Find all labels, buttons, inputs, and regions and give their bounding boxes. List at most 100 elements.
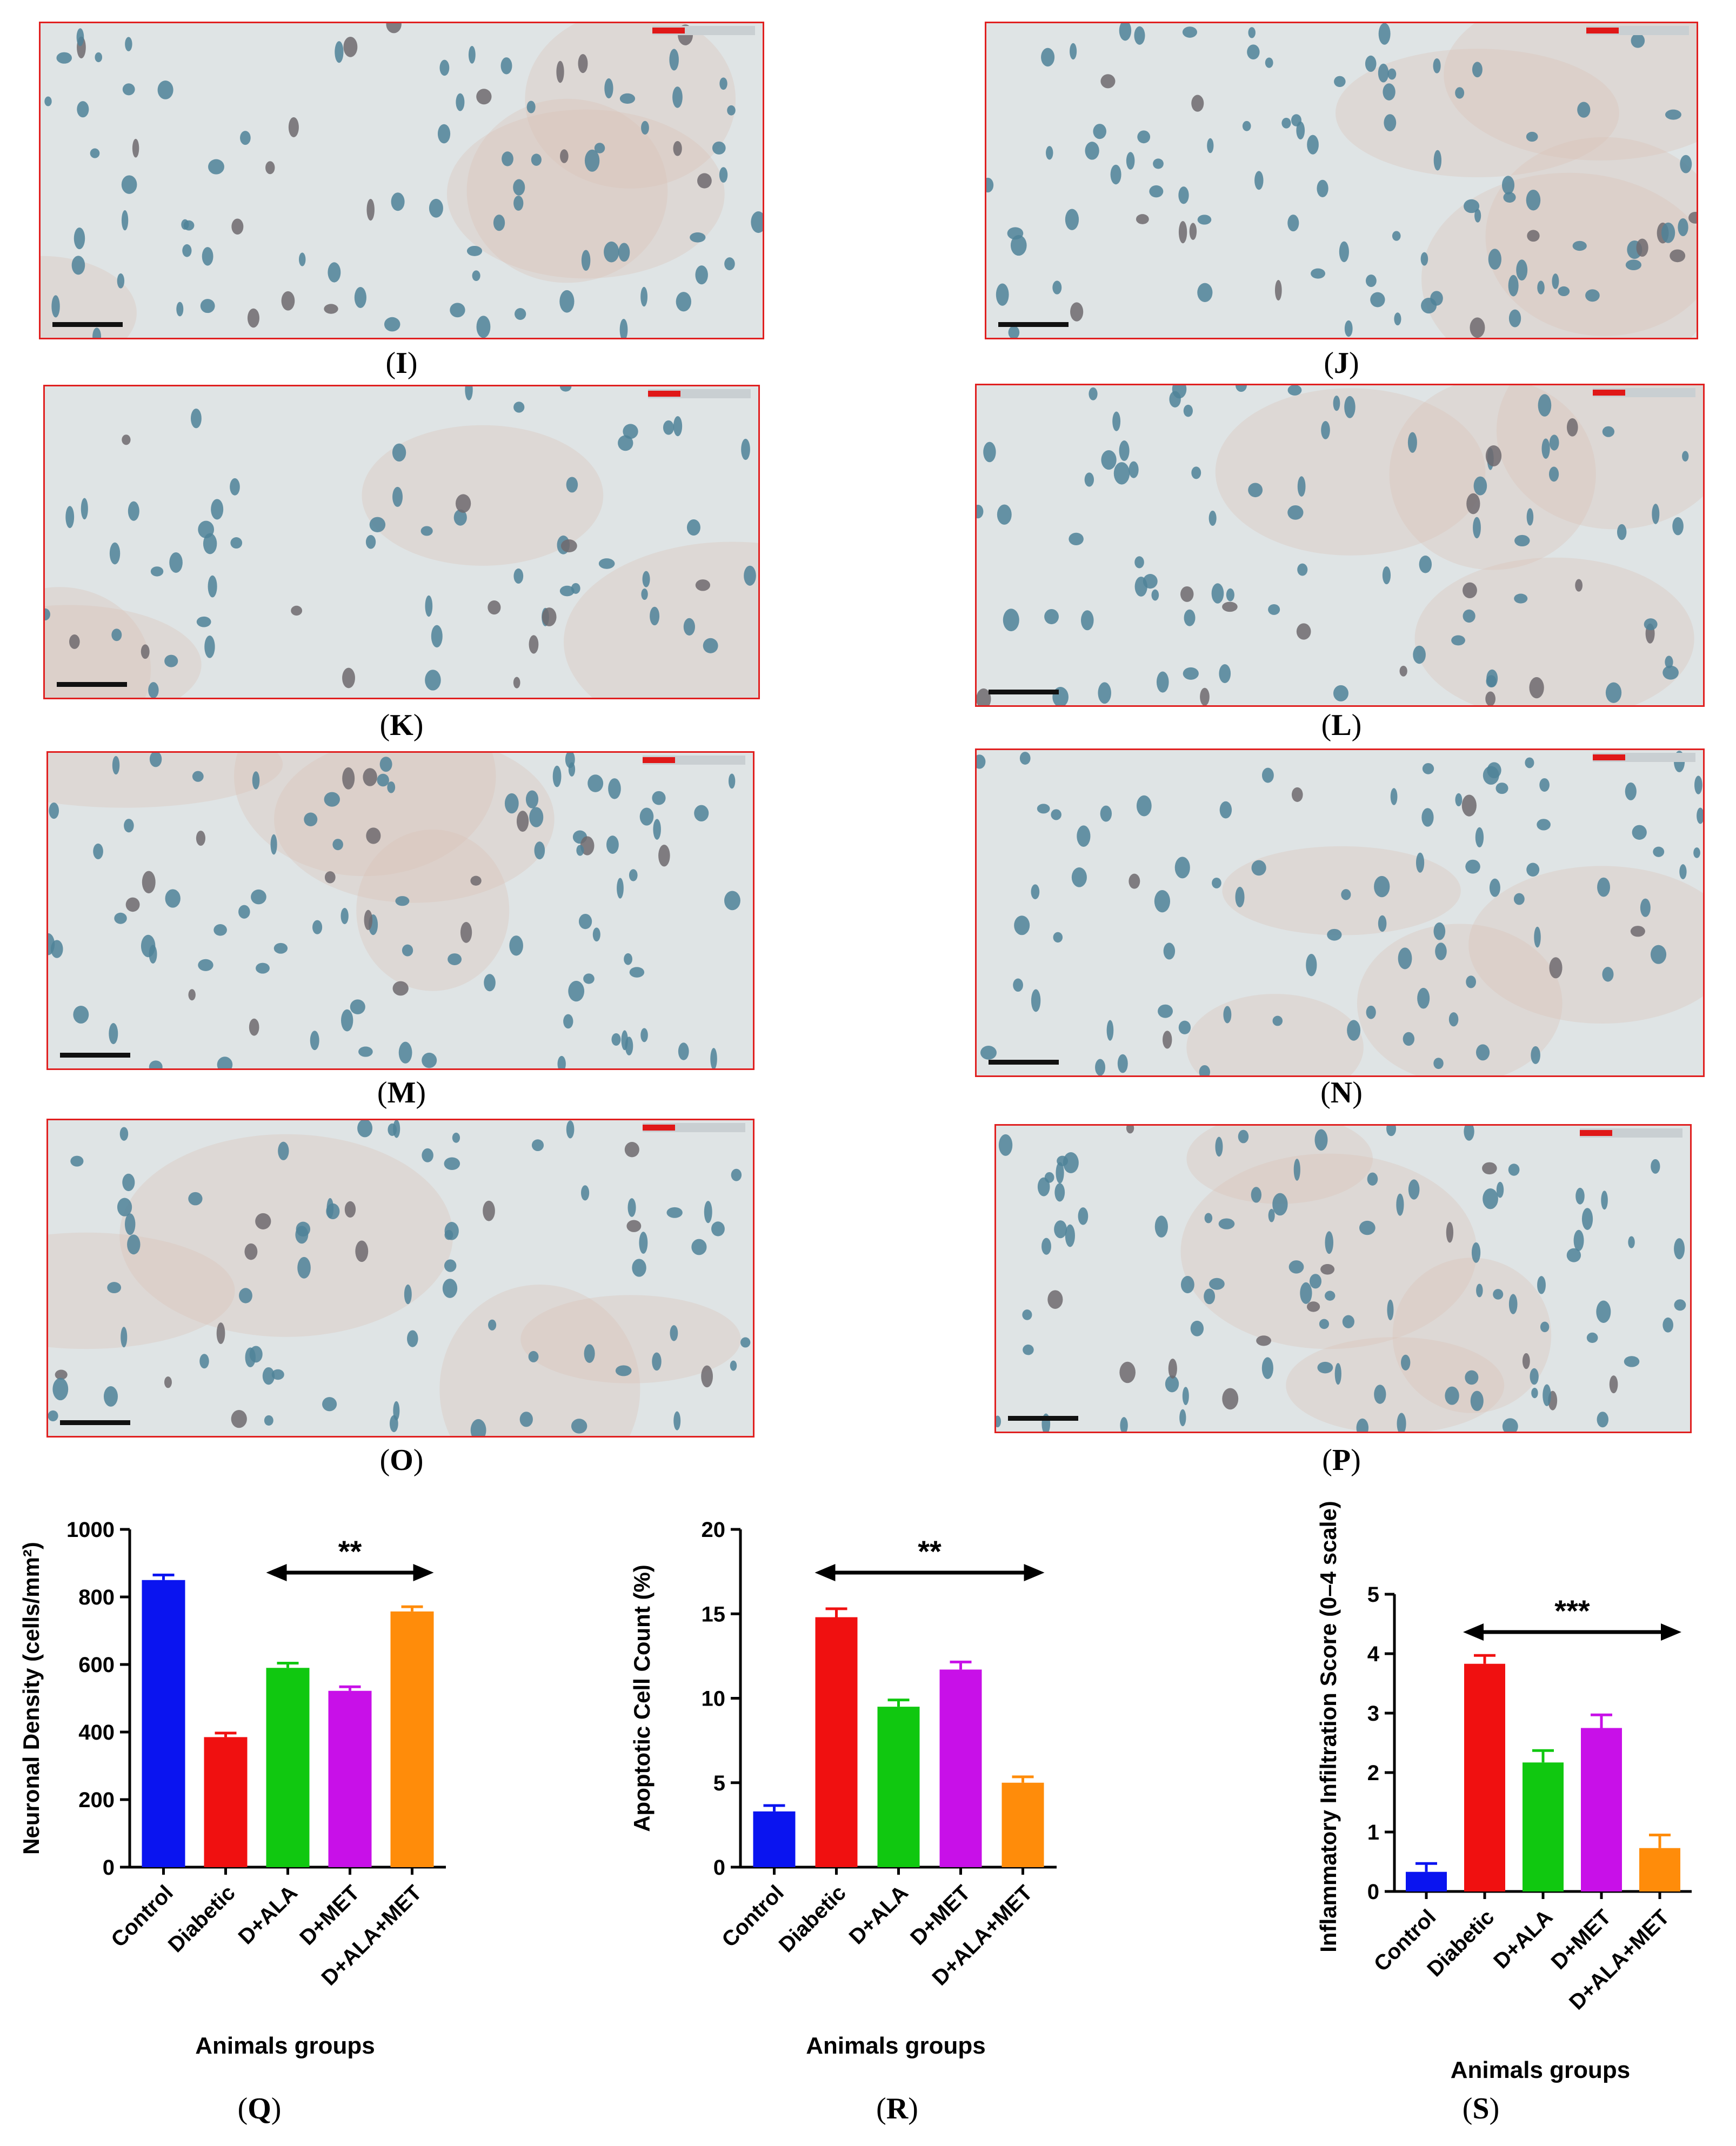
nucleus xyxy=(1297,563,1308,576)
nucleus xyxy=(1019,752,1031,765)
nucleus xyxy=(142,871,156,894)
nucleus xyxy=(1347,1020,1361,1041)
nucleus xyxy=(1261,767,1274,783)
nucleus xyxy=(1272,1015,1283,1026)
nucleus xyxy=(1199,1065,1210,1075)
nucleus xyxy=(1526,189,1541,211)
nucleus xyxy=(332,839,343,851)
nucleus xyxy=(247,308,259,328)
micrograph-image xyxy=(977,750,1703,1075)
nucleus xyxy=(1392,231,1401,241)
nucleus xyxy=(629,967,645,978)
bar xyxy=(815,1617,858,1867)
arrow-head-right xyxy=(1661,1623,1681,1641)
nucleus xyxy=(1531,1387,1538,1399)
nucleus xyxy=(1085,142,1099,160)
nucleus xyxy=(1065,1224,1075,1247)
nucleus xyxy=(304,812,318,827)
nucleus xyxy=(1044,609,1059,625)
nucleus xyxy=(1581,1208,1593,1230)
nucleus xyxy=(519,1412,533,1427)
nucleus xyxy=(1314,1129,1328,1151)
micrograph-image xyxy=(986,23,1697,338)
nucleus xyxy=(744,565,756,586)
nucleus xyxy=(1464,199,1480,213)
nucleus xyxy=(673,141,682,156)
nucleus xyxy=(1526,508,1534,526)
nucleus xyxy=(1653,846,1665,857)
nucleus xyxy=(1063,1152,1079,1174)
bar xyxy=(1406,1871,1447,1891)
nucleus xyxy=(1573,1229,1584,1251)
nucleus xyxy=(632,1259,646,1277)
nucleus xyxy=(238,905,250,919)
nucleus xyxy=(1543,1384,1551,1407)
chart-r: 0 5 10 15 20 Control Diabetic D+ALA D+MET D+ALA+M… xyxy=(611,1481,1151,2075)
nucleus xyxy=(1485,691,1495,705)
nucleus xyxy=(1672,517,1684,536)
nucleus xyxy=(1137,130,1151,144)
nucleus xyxy=(1365,55,1377,72)
nucleus xyxy=(1697,807,1703,824)
nucleus xyxy=(1081,610,1094,631)
nucleus xyxy=(1320,1264,1335,1275)
nucleus xyxy=(1154,1215,1168,1238)
nucleus xyxy=(1334,76,1346,88)
nucleus xyxy=(324,871,336,884)
y-tick-label: 0 xyxy=(1367,1880,1379,1904)
micrograph-panel-p xyxy=(994,1124,1692,1433)
nucleus xyxy=(1384,114,1397,131)
micrograph-panel-l xyxy=(975,384,1705,707)
nucleus xyxy=(751,211,763,233)
nucleus xyxy=(513,402,525,413)
y-tick-label: 2 xyxy=(1367,1761,1379,1785)
nucleus xyxy=(121,175,137,194)
nucleus xyxy=(392,981,409,996)
nucleus xyxy=(1215,1136,1223,1157)
nucleus xyxy=(1503,192,1516,203)
nucleus xyxy=(1433,1058,1444,1069)
nucleus xyxy=(576,845,584,856)
nucleus xyxy=(384,317,400,332)
nucleus xyxy=(200,299,215,313)
nucleus xyxy=(76,28,84,46)
nucleus xyxy=(1419,555,1432,573)
nucleus xyxy=(1575,1187,1585,1205)
nucleus xyxy=(1101,450,1117,470)
nucleus xyxy=(1251,1187,1261,1203)
nucleus xyxy=(1679,864,1687,879)
nucleus xyxy=(513,179,525,196)
nucleus xyxy=(1415,852,1425,873)
nucleus xyxy=(1191,95,1204,112)
nucleus xyxy=(529,635,539,654)
nucleus xyxy=(1628,1236,1635,1248)
y-tick-label: 0 xyxy=(103,1856,115,1880)
nucleus xyxy=(392,443,406,462)
nucleus xyxy=(741,438,750,460)
nucleus xyxy=(364,910,373,931)
nucleus xyxy=(273,942,288,954)
nucleus xyxy=(1238,1129,1249,1144)
nucleus xyxy=(500,57,512,75)
nucleus xyxy=(422,1148,433,1162)
nucleus xyxy=(1601,1191,1608,1210)
nucleus xyxy=(256,962,270,974)
nucleus xyxy=(1218,1218,1235,1229)
nucleus xyxy=(666,1207,683,1218)
nucleus xyxy=(111,629,122,641)
nucleus xyxy=(1037,804,1050,814)
nucleus xyxy=(1265,57,1273,68)
nucleus xyxy=(429,198,443,218)
nucleus xyxy=(650,606,660,626)
nucleus xyxy=(452,1132,460,1143)
nucleus xyxy=(1461,794,1477,817)
x-tick-label: D+ALA xyxy=(1489,1905,1557,1973)
nucleus xyxy=(1120,1417,1128,1432)
nucleus xyxy=(56,52,72,64)
neuronal-density-chart: 02004006008001000ControlDiabeticD+ALAD+M… xyxy=(18,1518,446,2059)
nucleus xyxy=(1537,280,1545,295)
nucleus xyxy=(297,1256,311,1279)
nucleus xyxy=(504,793,519,814)
nucleus xyxy=(369,517,386,533)
nucleus xyxy=(1222,601,1238,612)
